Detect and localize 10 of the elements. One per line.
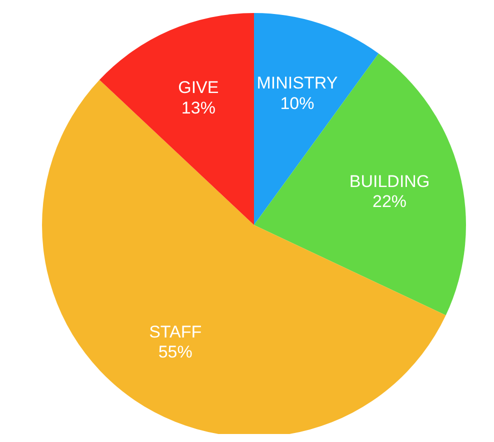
data-label: 13%: [181, 98, 216, 118]
pie-slice: [254, 53, 466, 316]
pie-slice: [99, 13, 254, 225]
slice-label: GIVE: [178, 78, 219, 98]
slice-label: BUILDING: [349, 172, 430, 191]
slice-label: STAFF: [149, 322, 202, 342]
data-label: 22%: [372, 192, 407, 212]
slice-label: MINISTRY: [256, 74, 338, 93]
data-label: 55%: [158, 342, 192, 362]
data-label: 10%: [280, 94, 314, 113]
